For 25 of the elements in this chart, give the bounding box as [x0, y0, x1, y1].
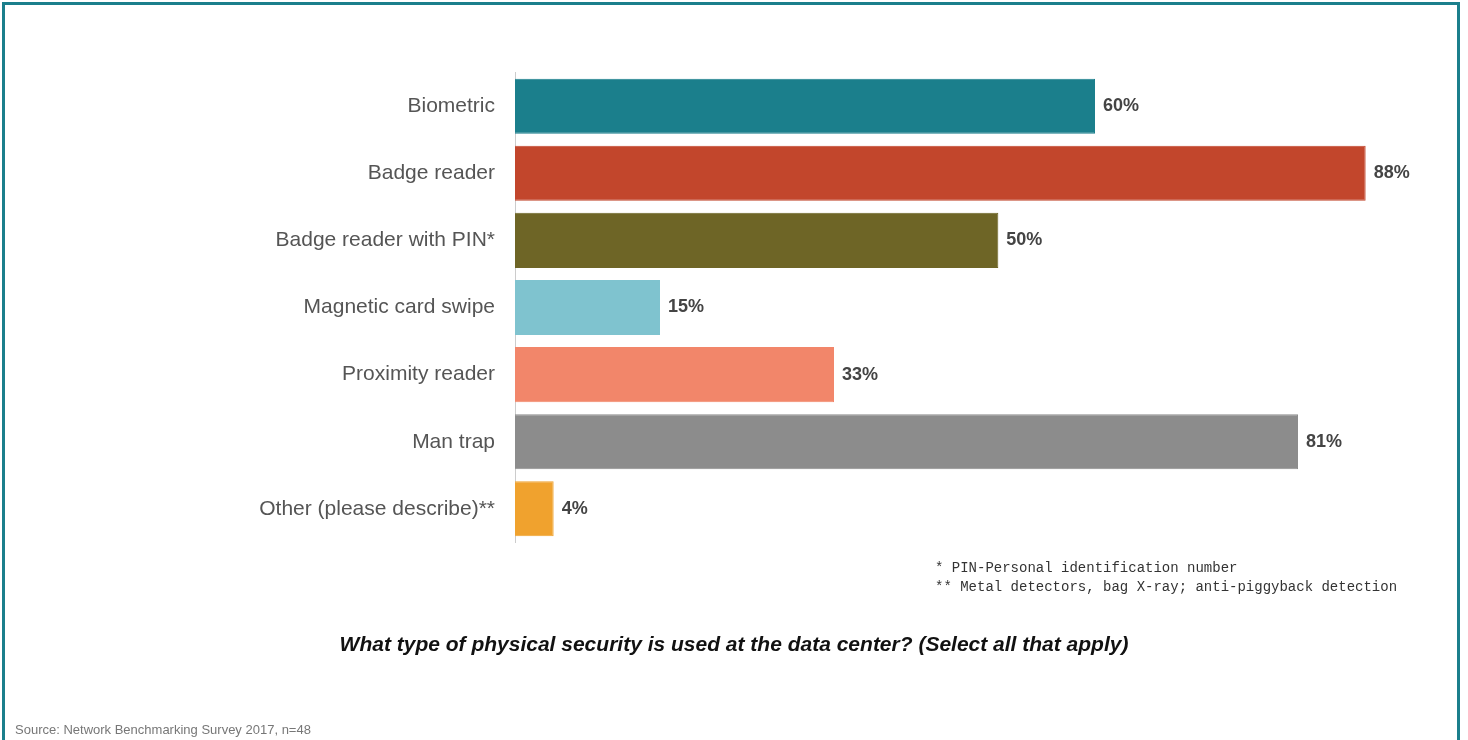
- bar: [515, 414, 1298, 470]
- data-label: 60%: [1103, 95, 1140, 116]
- bar: [515, 212, 999, 268]
- y-tick-label: Badge reader: [367, 160, 495, 184]
- y-tick-label: Magnetic card swipe: [303, 294, 495, 318]
- y-tick-label: Biometric: [407, 92, 495, 116]
- bar: [515, 78, 1095, 134]
- data-label: 33%: [842, 363, 879, 384]
- source-note: Source: Network Benchmarking Survey 2017, n=48: [15, 722, 311, 737]
- data-label: 15%: [668, 296, 705, 317]
- data-label: 50%: [1006, 229, 1043, 250]
- text: * PIN-Personal identification number: [935, 560, 1238, 576]
- text: What type of physical security is used at the data center? (Select all that apply): [338, 632, 1130, 656]
- y-tick-label: Proximity reader: [342, 361, 495, 385]
- data-label: 88%: [1373, 162, 1410, 183]
- bar: [515, 145, 1366, 201]
- bar: [515, 481, 554, 537]
- bar: [515, 279, 660, 336]
- data-label: 81%: [1306, 430, 1343, 451]
- y-tick-label: Man trap: [412, 428, 495, 452]
- data-label: 4%: [561, 497, 588, 518]
- y-tick-label: Other (please describe)**: [259, 495, 495, 519]
- bar: [515, 347, 834, 403]
- text: ** Metal detectors, bag X-ray; anti-piggyback detection: [935, 579, 1398, 595]
- y-tick-label: Badge reader with PIN*: [275, 227, 495, 251]
